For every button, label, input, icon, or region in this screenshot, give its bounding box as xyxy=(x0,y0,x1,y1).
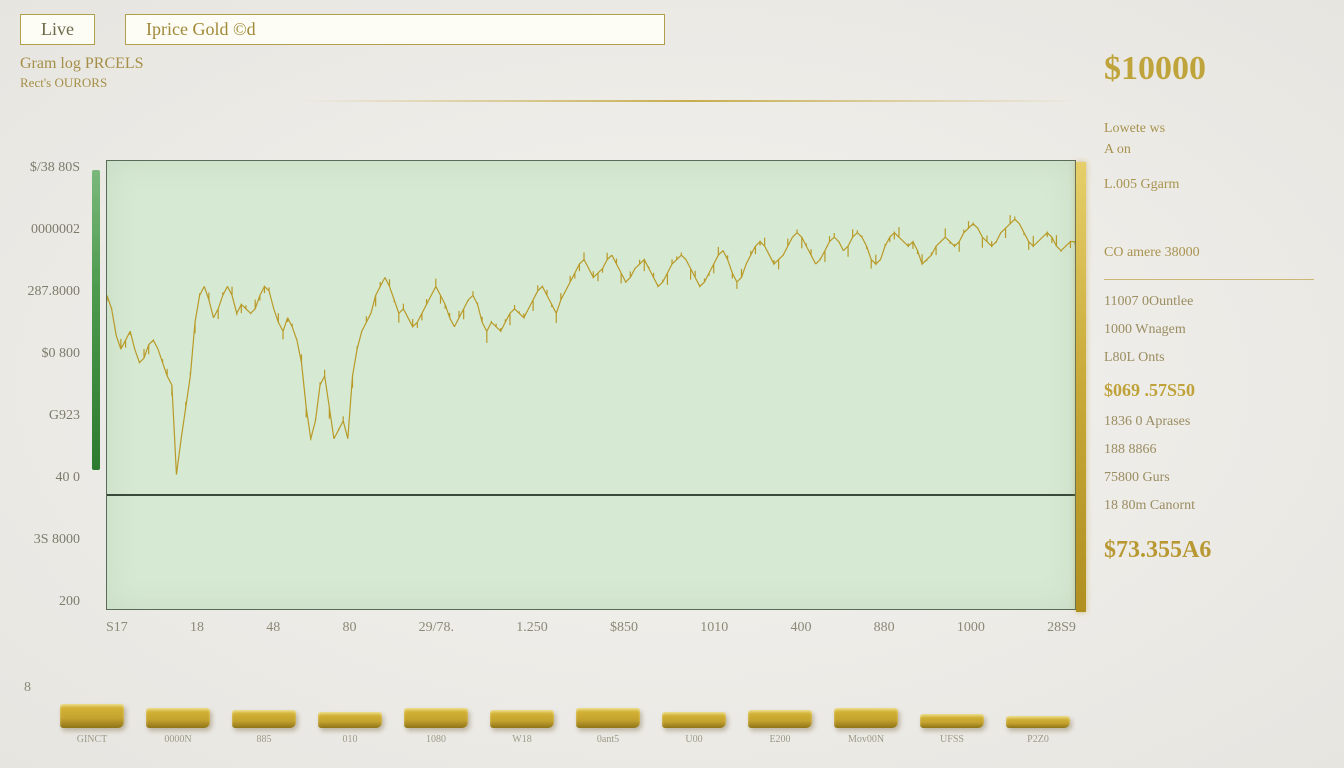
volume-bar xyxy=(834,708,898,728)
side-list-item: 188 8866 xyxy=(1104,436,1314,464)
search-field[interactable]: Iprice Gold ©d xyxy=(125,14,665,45)
sublabel-row2: Rect's OURORS xyxy=(20,75,144,92)
y-axis-bar xyxy=(92,170,100,470)
volume-bar xyxy=(318,712,382,728)
x-tick-label: 880 xyxy=(874,620,895,636)
x-tick-label: 18 xyxy=(190,620,204,636)
sublabel-row1: Gram log PRCELS xyxy=(20,54,144,75)
volume-bar xyxy=(232,710,296,728)
header-sublabels: Gram log PRCELS Rect's OURORS xyxy=(20,54,144,92)
side-list-item: 18 80m Canornt xyxy=(1104,492,1314,520)
y-tick-label: 40 0 xyxy=(20,470,80,486)
volume-bar xyxy=(748,710,812,728)
y-axis: $/38 80S 0000002 287.8000 $0 800 G923 40 0 3S … xyxy=(20,160,90,610)
x-tick-label: $850 xyxy=(610,620,638,636)
side-list-item: 75800 Gurs xyxy=(1104,464,1314,492)
live-button[interactable]: Live xyxy=(20,14,95,45)
x-tick-label: 29/78. xyxy=(419,620,454,636)
side-list-item: 1836 0 Aprases xyxy=(1104,408,1314,436)
volume-label: 8 xyxy=(24,680,31,696)
y-tick-label: 287.8000 xyxy=(20,284,80,300)
side-g1-l3: L.005 Ggarm xyxy=(1104,174,1314,195)
side-g1-l1: Lowete ws xyxy=(1104,118,1314,139)
side-divider xyxy=(1104,279,1314,280)
x-tick-label: S17 xyxy=(106,620,128,636)
x-tick-label: 1000 xyxy=(957,620,985,636)
x-tick-label: 48 xyxy=(266,620,280,636)
volume-bar xyxy=(146,708,210,728)
volume-bar xyxy=(576,708,640,728)
y-tick-label: $/38 80S xyxy=(20,160,80,176)
side-list-item: 1000 Wnagem xyxy=(1104,316,1314,344)
volume-bar xyxy=(920,714,984,728)
x-tick-label: 28S9 xyxy=(1047,620,1076,636)
y-tick-label: $0 800 xyxy=(20,346,80,362)
y-tick-label: 3S 8000 xyxy=(20,532,80,548)
gold-divider xyxy=(300,100,1080,102)
side-mid: CO amere 38000 xyxy=(1104,245,1314,261)
volume-bar xyxy=(490,710,554,728)
right-gold-bar xyxy=(1076,162,1086,612)
side-list-item: $73.355A6 xyxy=(1104,526,1314,574)
volume-bar xyxy=(404,708,468,728)
x-tick-label: 80 xyxy=(342,620,356,636)
chart-baseline xyxy=(107,494,1075,496)
side-list: 11007 0Ountlee1000 WnagemL80L Onts$069 .… xyxy=(1104,288,1314,574)
x-tick-label: 1.250 xyxy=(516,620,548,636)
main-price: $10000 xyxy=(1104,50,1314,88)
side-panel: $10000 Lowete ws A on L.005 Ggarm CO ame… xyxy=(1104,50,1314,574)
side-g1-l2: A on xyxy=(1104,139,1314,160)
y-tick-label: 200 xyxy=(20,594,80,610)
y-tick-label: 0000002 xyxy=(20,222,80,238)
side-list-item: 11007 0Ountlee xyxy=(1104,288,1314,316)
side-group1: Lowete ws A on L.005 Ggarm xyxy=(1104,118,1314,195)
side-list-item: $069 .57S50 xyxy=(1104,372,1314,408)
volume-bar xyxy=(1006,716,1070,728)
x-axis: S17 18 48 80 29/78. 1.250 $850 1010 400 880 1000 28… xyxy=(106,620,1076,636)
y-tick-label: G923 xyxy=(20,408,80,424)
volume-bars: 8 xyxy=(60,678,1070,728)
chart-plot[interactable] xyxy=(106,160,1076,610)
x-tick-label: 400 xyxy=(790,620,811,636)
price-chart: $/38 80S 0000002 287.8000 $0 800 G923 40 0 3S … xyxy=(20,160,1080,640)
volume-bar xyxy=(60,704,124,728)
x-tick-label: 1010 xyxy=(700,620,728,636)
side-list-item: L80L Onts xyxy=(1104,344,1314,372)
volume-bar xyxy=(662,712,726,728)
